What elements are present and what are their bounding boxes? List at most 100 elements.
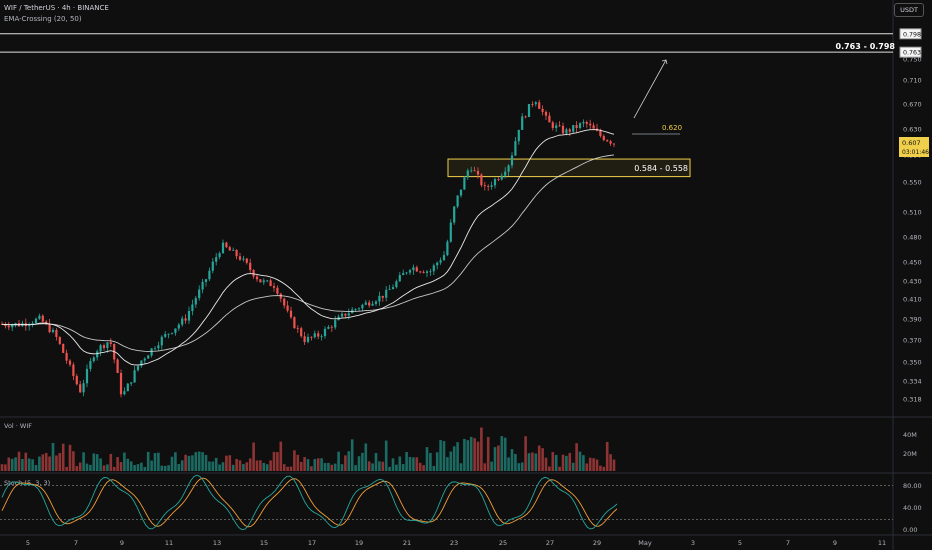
volume-bar bbox=[265, 464, 269, 471]
candle-body bbox=[211, 261, 214, 271]
volume-bar bbox=[483, 463, 487, 471]
volume-bar bbox=[116, 457, 119, 471]
volume-bar bbox=[180, 460, 184, 471]
volume-bar bbox=[123, 452, 126, 471]
candle-body bbox=[432, 265, 435, 272]
volume-bar bbox=[306, 459, 310, 471]
candle-body bbox=[92, 357, 95, 362]
volume-tick: 40M bbox=[903, 431, 917, 439]
volume-bar bbox=[510, 449, 514, 471]
volume-bar bbox=[514, 454, 517, 471]
candle-body bbox=[225, 242, 228, 248]
volume-bar bbox=[160, 465, 164, 471]
volume-bar bbox=[544, 457, 548, 471]
candle-body bbox=[150, 348, 153, 356]
candle-body bbox=[31, 323, 34, 325]
volume-bar bbox=[85, 463, 89, 471]
volume-bar bbox=[347, 451, 351, 471]
y-tick-label: 0.370 bbox=[903, 337, 922, 345]
volume-bar bbox=[194, 452, 198, 471]
volume-title: Vol · WIF bbox=[4, 422, 32, 430]
candle-body bbox=[507, 165, 510, 172]
candle-body bbox=[215, 257, 218, 262]
candle-body bbox=[524, 116, 527, 118]
volume-bar bbox=[140, 462, 143, 471]
x-tick-label: 7 bbox=[74, 539, 78, 547]
volume-bar bbox=[24, 452, 28, 471]
candle-body bbox=[184, 318, 187, 321]
volume-bar bbox=[476, 441, 480, 471]
candle-body bbox=[456, 195, 459, 207]
candle-body bbox=[609, 141, 612, 144]
volume-bar bbox=[44, 453, 48, 471]
volume-bar bbox=[558, 466, 561, 471]
candle-body bbox=[368, 302, 371, 306]
volume-bar bbox=[78, 462, 82, 471]
y-tick-label: 0.510 bbox=[903, 209, 922, 217]
volume-bar bbox=[143, 466, 147, 471]
x-tick-label: 3 bbox=[691, 539, 695, 547]
volume-bar bbox=[490, 461, 493, 471]
candle-body bbox=[340, 313, 344, 317]
symbol-title: WIF / TetherUS · 4h · BINANCE bbox=[4, 4, 109, 12]
volume-tick: 20M bbox=[903, 450, 917, 458]
candle-body bbox=[143, 358, 146, 361]
volume-bar bbox=[480, 427, 483, 471]
candle-body bbox=[334, 320, 337, 328]
candle-body bbox=[85, 368, 89, 384]
volume-bar bbox=[102, 465, 106, 471]
candle-body bbox=[402, 273, 405, 276]
candle-body bbox=[391, 287, 395, 290]
ema-line bbox=[1, 129, 615, 366]
volume-bar bbox=[446, 457, 449, 471]
candle-body bbox=[388, 289, 391, 290]
x-tick-label: 5 bbox=[26, 539, 30, 547]
candle-body bbox=[293, 317, 296, 329]
candle-body bbox=[466, 170, 469, 178]
currency-button[interactable]: USDT bbox=[894, 3, 924, 17]
candle-body bbox=[194, 298, 197, 305]
countdown: 03:01:46 bbox=[902, 149, 929, 156]
candle-body bbox=[323, 328, 327, 337]
candle-body bbox=[79, 384, 82, 393]
volume-bar bbox=[401, 464, 405, 471]
volume-bar bbox=[245, 462, 249, 471]
volume-bar bbox=[31, 459, 34, 471]
candle-body bbox=[228, 247, 231, 251]
candle-body bbox=[344, 313, 347, 316]
candle-body bbox=[289, 310, 293, 318]
volume-bar bbox=[157, 452, 160, 471]
y-tick-label: 0.334 bbox=[903, 378, 922, 386]
volume-bar bbox=[7, 457, 11, 471]
candle-body bbox=[310, 336, 313, 338]
volume-bar bbox=[21, 458, 24, 471]
volume-bar bbox=[276, 452, 279, 471]
candle-body bbox=[405, 272, 408, 274]
volume-bar bbox=[449, 451, 453, 471]
stoch-tick: 80.00 bbox=[903, 482, 922, 490]
volume-bar bbox=[255, 460, 259, 471]
candle-body bbox=[347, 313, 350, 316]
volume-bar bbox=[602, 466, 606, 471]
volume-bar bbox=[106, 464, 109, 471]
candle-body bbox=[252, 269, 255, 277]
candle-body bbox=[538, 102, 541, 109]
candle-body bbox=[51, 329, 55, 333]
candle-body bbox=[425, 271, 429, 273]
volume-bar bbox=[605, 441, 609, 471]
candle-body bbox=[378, 295, 381, 302]
candle-body bbox=[177, 324, 180, 329]
stoch-d-line bbox=[1, 477, 618, 528]
candle-body bbox=[133, 370, 136, 383]
volume-bar bbox=[303, 457, 306, 471]
candle-body bbox=[493, 179, 497, 186]
volume-bar bbox=[38, 456, 41, 471]
volume-bar bbox=[568, 452, 572, 471]
volume-bar bbox=[425, 447, 429, 471]
target-label: 0.620 bbox=[662, 124, 682, 132]
last-price: 0.607 bbox=[902, 139, 921, 147]
volume-bar bbox=[58, 453, 62, 471]
volume-bar bbox=[330, 464, 334, 471]
volume-bar bbox=[184, 454, 187, 471]
